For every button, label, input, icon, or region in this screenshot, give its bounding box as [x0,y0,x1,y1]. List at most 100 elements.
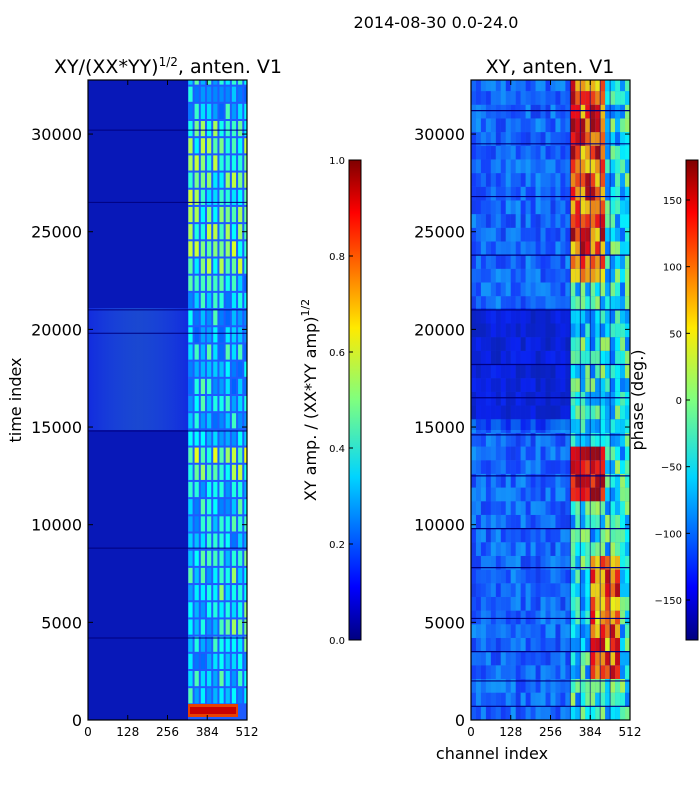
phase-cell [555,241,561,256]
amplitude-cell [207,413,212,429]
phase-cell [495,419,501,433]
phase-cell [585,637,591,652]
phase-cell [615,678,621,693]
amplitude-cell [238,86,243,102]
phase-cell [495,80,501,92]
phase-cell [555,651,561,666]
amplitude-cell [194,361,199,377]
phase-cell [565,528,571,543]
phase-cell [570,91,576,105]
phase-cell [610,337,616,351]
phase-cell [605,214,611,228]
phase-cell [615,337,621,351]
amplitude-cell [225,241,230,257]
phase-cell [535,80,541,92]
phase-cell [555,309,561,324]
phase-cell [610,186,616,201]
phase-cell [530,214,536,228]
amplitude-cell [231,430,237,446]
phase-cell [625,637,630,652]
phase-cell [490,282,496,297]
phase-cell [600,432,606,447]
phase-cell [490,214,496,228]
panel-phase-title: XY, anten. V1 [486,56,615,78]
amplitude-cell [207,189,212,205]
phase-cell [605,227,611,242]
phase-cell [615,637,621,652]
amplitude-cell [213,550,218,566]
phase-cell [475,378,481,392]
phase-cell [570,241,576,256]
phase-cell [495,145,501,160]
phase-cell [550,145,556,160]
phase-cell [580,487,586,502]
phase-cell [525,241,531,256]
amplitude-cell [219,464,224,480]
amplitude-cell [244,80,247,85]
phase-cell [570,419,576,433]
amplitude-cell [219,688,224,704]
amplitude-cell [200,275,206,291]
phase-cell [525,542,531,556]
phase-cell [480,514,486,529]
phase-cell [565,364,571,379]
amplitude-cell [219,80,224,85]
phase-cell [605,159,611,174]
phase-cell [520,227,526,242]
phase-cell [515,528,521,543]
phase-cell [485,214,491,228]
amplitude-cell [194,292,199,309]
phase-cell [555,268,561,283]
phase-cell [625,241,630,256]
phase-cell [500,309,506,324]
amplitude-cell [200,688,206,704]
phase-cell [570,227,576,242]
phase-cell [475,159,481,174]
phase-cell [471,104,476,119]
phase-cell [585,651,591,666]
phase-cell [485,391,491,406]
phase-cell [605,309,611,324]
amplitude-cell [225,344,230,360]
phase-cell [525,460,531,474]
amplitude-cell [207,310,212,326]
phase-cell [540,542,546,556]
phase-cell [620,227,626,242]
phase-cell [555,637,561,652]
phase-cell [500,91,506,105]
phase-cell [535,555,541,570]
amplitude-cell [213,430,218,446]
amplitude-cell [200,481,206,498]
phase-cell [580,419,586,433]
phase-cell [550,241,556,256]
phase-cell [475,227,481,242]
phase-cell [485,159,491,174]
phase-cell [610,678,616,693]
amplitude-cell [231,86,237,102]
phase-cell [585,227,591,242]
amplitude-cell [219,258,224,274]
phase-cell [471,432,476,447]
phase-cell [590,159,596,174]
phase-cell [515,555,521,570]
phase-cell [480,296,486,310]
phase-cell [595,378,601,392]
phase-cell [555,378,561,392]
phase-cell [555,214,561,228]
phase-cell [585,104,591,119]
phase-cell [605,610,611,625]
amplitude-cell [213,481,218,498]
amplitude-cell [200,602,206,618]
phase-cell [480,665,486,679]
amplitude-cell [219,86,224,102]
phase-cell [600,350,606,365]
amplitude-xtick-label: 256 [156,725,179,739]
phase-cell [615,473,621,488]
phase-cell [605,364,611,379]
phase-cell [545,610,551,625]
phase-cell [490,405,496,420]
phase-cell [585,501,591,515]
phase-cell [625,555,630,570]
phase-cell [510,665,516,679]
phase-cell [545,91,551,105]
